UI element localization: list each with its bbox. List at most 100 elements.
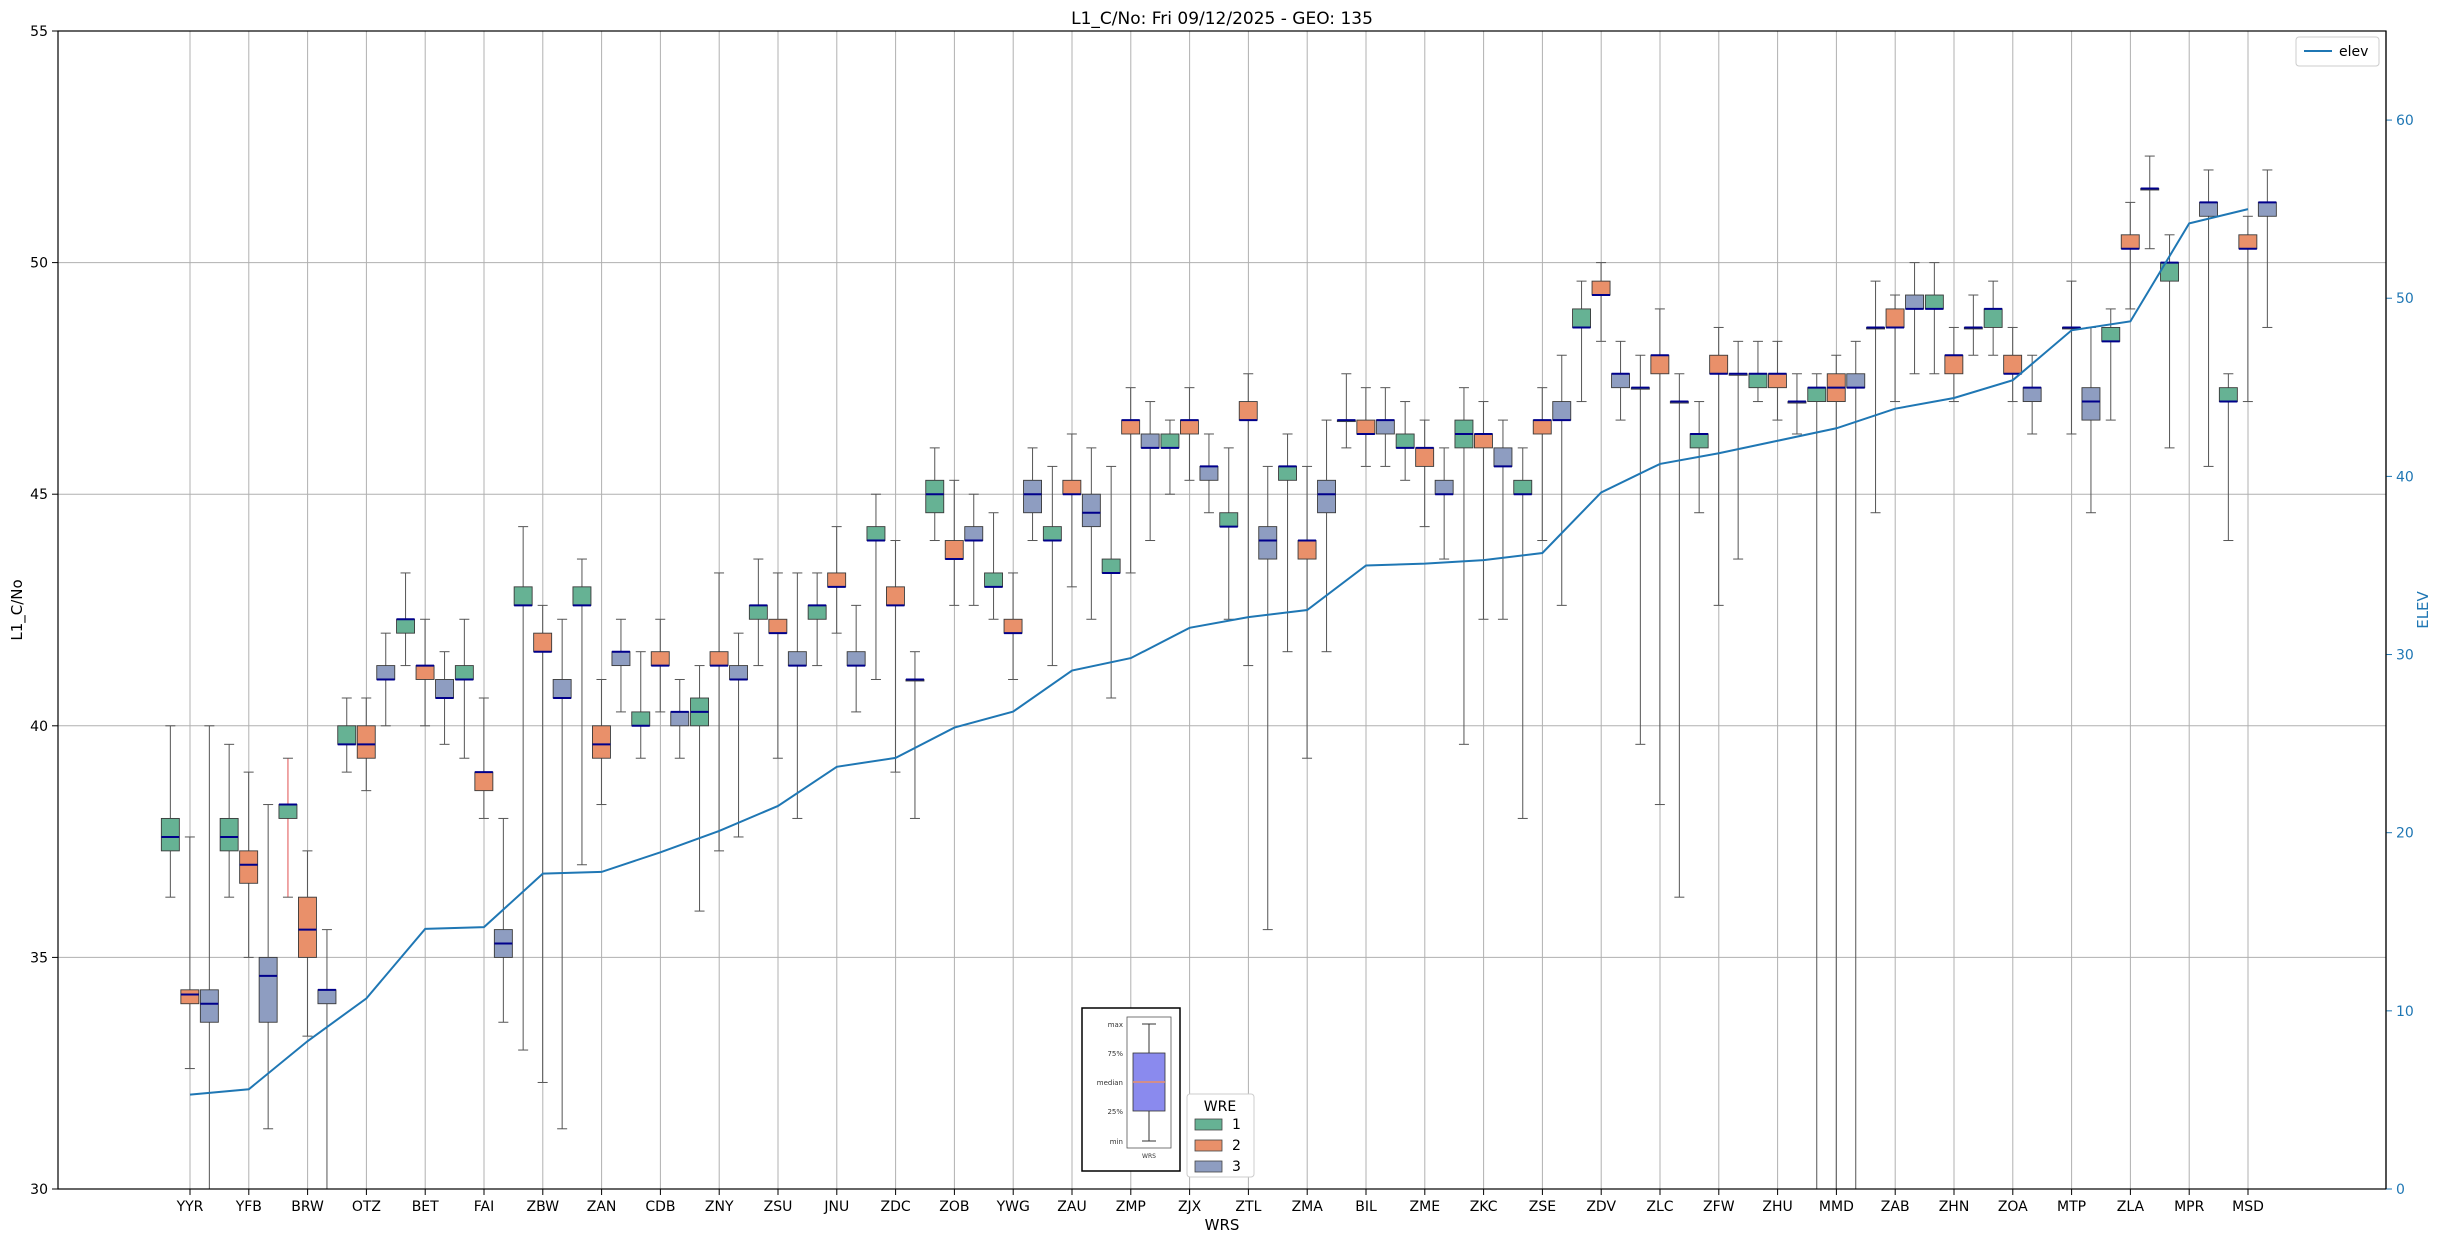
x-tick-label: ZJX	[1178, 1199, 1202, 1215]
box-wre-2	[592, 725, 611, 759]
x-tick-label: YYR	[176, 1199, 204, 1215]
box-wre-1	[396, 618, 415, 634]
x-tick-label: BRW	[291, 1199, 324, 1215]
x-tick-label: MMD	[1819, 1199, 1854, 1215]
box-wre-1	[337, 725, 357, 745]
elev-layer	[189, 208, 2249, 1096]
box-wre-3	[1611, 373, 1631, 389]
box-wre-3	[1375, 419, 1395, 435]
box-wre-2	[1591, 280, 1611, 296]
box-wre-2	[1532, 419, 1552, 435]
y-tick-label: 35	[30, 950, 48, 966]
box-wre-1	[2218, 387, 2238, 403]
x-axis-label: WRS	[1205, 1216, 1240, 1234]
box-wre-2	[1415, 447, 1435, 467]
x-tick-label: OTZ	[352, 1199, 381, 1215]
box-wre-1	[866, 526, 886, 541]
box-wre-1	[1689, 433, 1709, 449]
x-tick-label: ZAN	[587, 1199, 617, 1215]
box-wre-1	[1160, 433, 1180, 449]
box-wre-3	[1552, 401, 1572, 421]
y-right-tick-label: 20	[2396, 826, 2414, 842]
box-wre-3	[2257, 201, 2277, 217]
box-wre-1	[1219, 512, 1239, 528]
x-tick-label: ZBW	[527, 1199, 560, 1215]
wre-legend-swatch-3	[1194, 1160, 1223, 1173]
box-wre-3	[435, 679, 454, 699]
box-wre-3	[1846, 373, 1866, 389]
box-wre-1	[278, 804, 298, 819]
box-wre-2	[356, 725, 376, 759]
box-wre-3	[846, 651, 866, 667]
y-tick-label: 50	[30, 256, 48, 272]
box-wre-3	[1199, 465, 1219, 481]
box-wre-1	[572, 586, 592, 606]
box-wre-1	[2101, 326, 2121, 342]
box-wre-2	[1297, 540, 1317, 560]
box-wre-3	[1258, 526, 1278, 560]
box-wre-3	[1023, 479, 1042, 514]
y-right-tick-label: 10	[2396, 1004, 2414, 1020]
box-wre-2	[2238, 234, 2258, 250]
box-wre-3	[670, 711, 690, 727]
x-tick-label: ZAB	[1881, 1199, 1910, 1215]
key-label-min: min	[1110, 1138, 1123, 1146]
box-wre-1	[1748, 373, 1768, 389]
box-wre-1	[1042, 526, 1062, 541]
box-wre-1	[1101, 558, 1121, 574]
y-tick-label: 45	[30, 487, 48, 503]
elev-legend-label: elev	[2339, 44, 2368, 60]
x-tick-label: YFB	[235, 1199, 262, 1215]
x-tick-label: ZMA	[1292, 1199, 1324, 1215]
box-wre-1	[454, 665, 474, 680]
box-wre-2	[298, 896, 317, 958]
x-tick-label: ZAU	[1057, 1199, 1086, 1215]
box-wre-1	[160, 817, 180, 852]
box-wre-3	[552, 679, 572, 699]
box-wre-1	[1395, 433, 1415, 449]
box-wre-3	[1434, 479, 1454, 495]
y-right-tick-label: 40	[2396, 469, 2414, 485]
box-wre-2	[1944, 354, 1964, 375]
wre-legend-label-1: 1	[1232, 1117, 1241, 1133]
y-axis-right-label: ELEV	[2414, 590, 2432, 628]
box-wre-3	[729, 665, 748, 680]
box-wre-1	[984, 572, 1003, 588]
box-wre-2	[533, 632, 553, 653]
wre-legend-label-3: 3	[1232, 1159, 1241, 1175]
wre-legend-label-2: 2	[1232, 1138, 1241, 1154]
y-axis-label: L1_C/No	[8, 579, 27, 640]
box-wre-2	[2003, 354, 2023, 375]
box-wre-3	[317, 989, 337, 1005]
elev-legend-box	[2295, 36, 2380, 67]
box-wre-2	[886, 586, 905, 606]
x-tick-label: MSD	[2232, 1199, 2264, 1215]
box-wre-2	[1650, 354, 1670, 375]
x-tick-label: BET	[412, 1199, 439, 1215]
x-tick-label: ZSU	[764, 1199, 793, 1215]
box-wre-2	[2120, 234, 2140, 250]
boxes-layer	[160, 155, 2277, 1190]
box-wre-2	[180, 989, 200, 1005]
box-wre-1	[513, 586, 533, 606]
box-wre-2	[827, 572, 847, 588]
box-wre-3	[1081, 493, 1101, 528]
box-wre-2	[1062, 479, 1082, 495]
y-tick-label: 55	[30, 24, 48, 40]
boxplot-key-inset: max 75% median 25% min WRS	[1081, 1007, 1181, 1172]
box-wre-1	[1807, 387, 1827, 403]
box-wre-1	[748, 604, 768, 620]
x-tick-label: MTP	[2057, 1199, 2086, 1215]
x-tick-label: JNU	[823, 1199, 849, 1215]
box-wre-3	[1140, 433, 1160, 449]
key-label-q1: 25%	[1107, 1108, 1123, 1116]
wre-legend-title: WRE	[1204, 1099, 1236, 1115]
x-tick-label: FAI	[474, 1199, 494, 1215]
box-wre-1	[1278, 465, 1298, 481]
box-wre-2	[239, 850, 259, 884]
box-wre-2	[1885, 308, 1905, 328]
y-right-tick-label: 60	[2396, 113, 2414, 129]
x-tick-label: ZOB	[939, 1199, 969, 1215]
